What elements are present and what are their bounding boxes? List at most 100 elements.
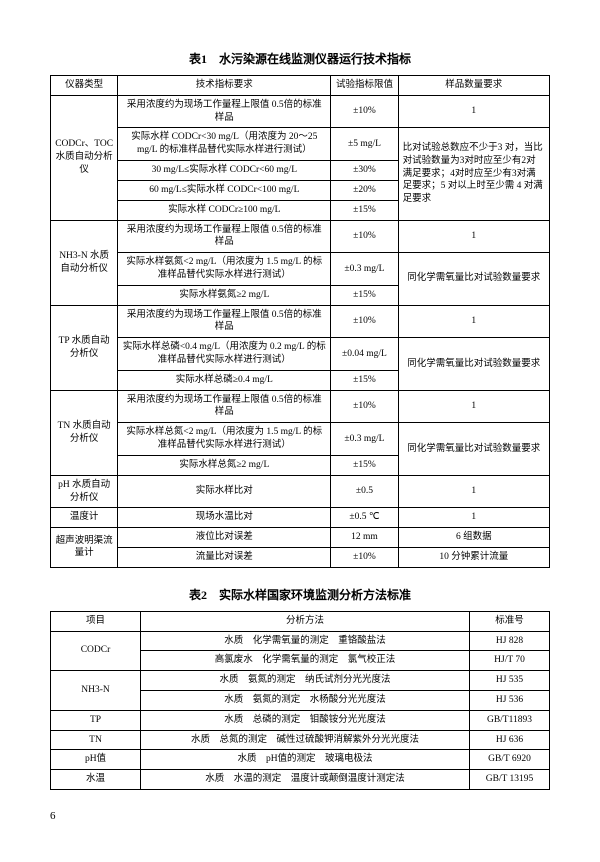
qty-cell: 同化学需氧量比对试验数量要求 bbox=[398, 338, 549, 390]
lim-cell: ±15% bbox=[331, 285, 398, 305]
lim-cell: ±0.04 mg/L bbox=[331, 338, 398, 371]
req-cell: 采用浓度约为现场工作量程上限值 0.5倍的标准样品 bbox=[118, 220, 331, 253]
t1-h-qty: 样品数量要求 bbox=[398, 76, 549, 96]
t2-h-proj: 项目 bbox=[51, 611, 141, 631]
lim-cell: ±0.5 ℃ bbox=[331, 508, 398, 528]
qty-cell: 1 bbox=[398, 220, 549, 253]
t2-h-std: 标准号 bbox=[470, 611, 550, 631]
req-cell: 实际水样总磷≥0.4 mg/L bbox=[118, 370, 331, 390]
lim-cell: ±20% bbox=[331, 180, 398, 200]
lim-cell: ±0.3 mg/L bbox=[331, 423, 398, 456]
qty-cell: 1 bbox=[398, 508, 549, 528]
instrument-cell: pH 水质自动分析仪 bbox=[51, 475, 118, 508]
lim-cell: ±0.3 mg/L bbox=[331, 253, 398, 286]
std-cell: HJ/T 70 bbox=[470, 651, 550, 671]
method-cell: 水质 氨氮的测定 水杨酸分光光度法 bbox=[141, 691, 470, 711]
t1-h-lim: 试验指标限值 bbox=[331, 76, 398, 96]
std-cell: HJ 636 bbox=[470, 730, 550, 750]
proj-cell: TN bbox=[51, 730, 141, 750]
std-cell: GB/T11893 bbox=[470, 710, 550, 730]
table-row: pH 水质自动分析仪实际水样比对±0.51 bbox=[51, 475, 550, 508]
table-row: NH3-N 水质自动分析仪采用浓度约为现场工作量程上限值 0.5倍的标准样品±1… bbox=[51, 220, 550, 253]
req-cell: 实际水样 CODCr≥100 mg/L bbox=[118, 200, 331, 220]
req-cell: 采用浓度约为现场工作量程上限值 0.5倍的标准样品 bbox=[118, 95, 331, 128]
table-row: TN 水质自动分析仪采用浓度约为现场工作量程上限值 0.5倍的标准样品±10%1 bbox=[51, 390, 550, 423]
table1-header-row: 仪器类型 技术指标要求 试验指标限值 样品数量要求 bbox=[51, 76, 550, 96]
lim-cell: ±0.5 bbox=[331, 475, 398, 508]
instrument-cell: 温度计 bbox=[51, 508, 118, 528]
req-cell: 60 mg/L≤实际水样 CODCr<100 mg/L bbox=[118, 180, 331, 200]
instrument-cell: CODCr、TOC 水质自动分析仪 bbox=[51, 95, 118, 220]
instrument-cell: 超声波明渠流量计 bbox=[51, 528, 118, 568]
req-cell: 流量比对误差 bbox=[118, 547, 331, 567]
method-cell: 水质 水温的测定 温度计或颠倒温度计测定法 bbox=[141, 770, 470, 790]
proj-cell: CODCr bbox=[51, 631, 141, 671]
table2-title: 表2 实际水样国家环境监测分析方法标准 bbox=[50, 586, 550, 603]
req-cell: 实际水样比对 bbox=[118, 475, 331, 508]
table-row: 流量比对误差±10%10 分钟累计流量 bbox=[51, 547, 550, 567]
req-cell: 实际水样氨氮<2 mg/L（用浓度为 1.5 mg/L 的标准样品替代实际水样进… bbox=[118, 253, 331, 286]
table-row: TN水质 总氮的测定 碱性过硫酸钾消解紫外分光光度法HJ 636 bbox=[51, 730, 550, 750]
proj-cell: TP bbox=[51, 710, 141, 730]
lim-cell: ±10% bbox=[331, 220, 398, 253]
method-cell: 水质 化学需氧量的测定 重铬酸盐法 bbox=[141, 631, 470, 651]
instrument-cell: NH3-N 水质自动分析仪 bbox=[51, 220, 118, 305]
std-cell: HJ 535 bbox=[470, 671, 550, 691]
req-cell: 实际水样 CODCr<30 mg/L（用浓度为 20～25 mg/L 的标准样品… bbox=[118, 128, 331, 161]
method-cell: 水质 总氮的测定 碱性过硫酸钾消解紫外分光光度法 bbox=[141, 730, 470, 750]
lim-cell: ±5 mg/L bbox=[331, 128, 398, 161]
std-cell: GB/T 6920 bbox=[470, 750, 550, 770]
lim-cell: ±15% bbox=[331, 370, 398, 390]
req-cell: 实际水样总氮≥2 mg/L bbox=[118, 455, 331, 475]
lim-cell: 12 mm bbox=[331, 528, 398, 548]
table-row: CODCr水质 化学需氧量的测定 重铬酸盐法HJ 828 bbox=[51, 631, 550, 651]
table2-header-row: 项目 分析方法 标准号 bbox=[51, 611, 550, 631]
t1-h-req: 技术指标要求 bbox=[118, 76, 331, 96]
qty-cell: 同化学需氧量比对试验数量要求 bbox=[398, 253, 549, 305]
req-cell: 液位比对误差 bbox=[118, 528, 331, 548]
proj-cell: 水温 bbox=[51, 770, 141, 790]
table-row: TP 水质自动分析仪采用浓度约为现场工作量程上限值 0.5倍的标准样品±10%1 bbox=[51, 305, 550, 338]
table-row: 水温水质 水温的测定 温度计或颠倒温度计测定法GB/T 13195 bbox=[51, 770, 550, 790]
qty-cell: 1 bbox=[398, 95, 549, 128]
req-cell: 30 mg/L≤实际水样 CODCr<60 mg/L bbox=[118, 161, 331, 181]
req-cell: 现场水温比对 bbox=[118, 508, 331, 528]
qty-cell: 6 组数据 bbox=[398, 528, 549, 548]
table2: 项目 分析方法 标准号 CODCr水质 化学需氧量的测定 重铬酸盐法HJ 828… bbox=[50, 611, 550, 790]
qty-cell: 1 bbox=[398, 305, 549, 338]
table-row: NH3-N水质 氨氮的测定 纳氏试剂分光光度法HJ 535 bbox=[51, 671, 550, 691]
page-number: 6 bbox=[50, 810, 550, 822]
lim-cell: ±10% bbox=[331, 305, 398, 338]
std-cell: HJ 828 bbox=[470, 631, 550, 651]
qty-cell: 1 bbox=[398, 390, 549, 423]
table-row: 超声波明渠流量计液位比对误差12 mm6 组数据 bbox=[51, 528, 550, 548]
qty-cell: 10 分钟累计流量 bbox=[398, 547, 549, 567]
lim-cell: ±30% bbox=[331, 161, 398, 181]
table-row: 温度计现场水温比对±0.5 ℃1 bbox=[51, 508, 550, 528]
table-row: 实际水样 CODCr<30 mg/L（用浓度为 20～25 mg/L 的标准样品… bbox=[51, 128, 550, 161]
table-row: CODCr、TOC 水质自动分析仪采用浓度约为现场工作量程上限值 0.5倍的标准… bbox=[51, 95, 550, 128]
std-cell: GB/T 13195 bbox=[470, 770, 550, 790]
req-cell: 实际水样总氮<2 mg/L（用浓度为 1.5 mg/L 的标准样品替代实际水样进… bbox=[118, 423, 331, 456]
lim-cell: ±10% bbox=[331, 547, 398, 567]
table1-title: 表1 水污染源在线监测仪器运行技术指标 bbox=[50, 50, 550, 67]
table-row: 实际水样总氮<2 mg/L（用浓度为 1.5 mg/L 的标准样品替代实际水样进… bbox=[51, 423, 550, 456]
proj-cell: NH3-N bbox=[51, 671, 141, 711]
req-cell: 实际水样氨氮≥2 mg/L bbox=[118, 285, 331, 305]
proj-cell: pH值 bbox=[51, 750, 141, 770]
note-cell: 比对试验总数应不少于3 对，当比对试验数量为3对时应至少有2对满足要求；4对时应… bbox=[398, 128, 549, 220]
instrument-cell: TN 水质自动分析仪 bbox=[51, 390, 118, 475]
req-cell: 采用浓度约为现场工作量程上限值 0.5倍的标准样品 bbox=[118, 305, 331, 338]
method-cell: 水质 氨氮的测定 纳氏试剂分光光度法 bbox=[141, 671, 470, 691]
qty-cell: 同化学需氧量比对试验数量要求 bbox=[398, 423, 549, 475]
req-cell: 实际水样总磷<0.4 mg/L（用浓度为 0.2 mg/L 的标准样品替代实际水… bbox=[118, 338, 331, 371]
method-cell: 高氯废水 化学需氧量的测定 氯气校正法 bbox=[141, 651, 470, 671]
t2-h-method: 分析方法 bbox=[141, 611, 470, 631]
table-row: 实际水样总磷<0.4 mg/L（用浓度为 0.2 mg/L 的标准样品替代实际水… bbox=[51, 338, 550, 371]
method-cell: 水质 pH值的测定 玻璃电极法 bbox=[141, 750, 470, 770]
t1-h-instrument: 仪器类型 bbox=[51, 76, 118, 96]
std-cell: HJ 536 bbox=[470, 691, 550, 711]
table-row: TP水质 总磷的测定 钼酸铵分光光度法GB/T11893 bbox=[51, 710, 550, 730]
lim-cell: ±10% bbox=[331, 390, 398, 423]
table1: 仪器类型 技术指标要求 试验指标限值 样品数量要求 CODCr、TOC 水质自动… bbox=[50, 75, 550, 568]
